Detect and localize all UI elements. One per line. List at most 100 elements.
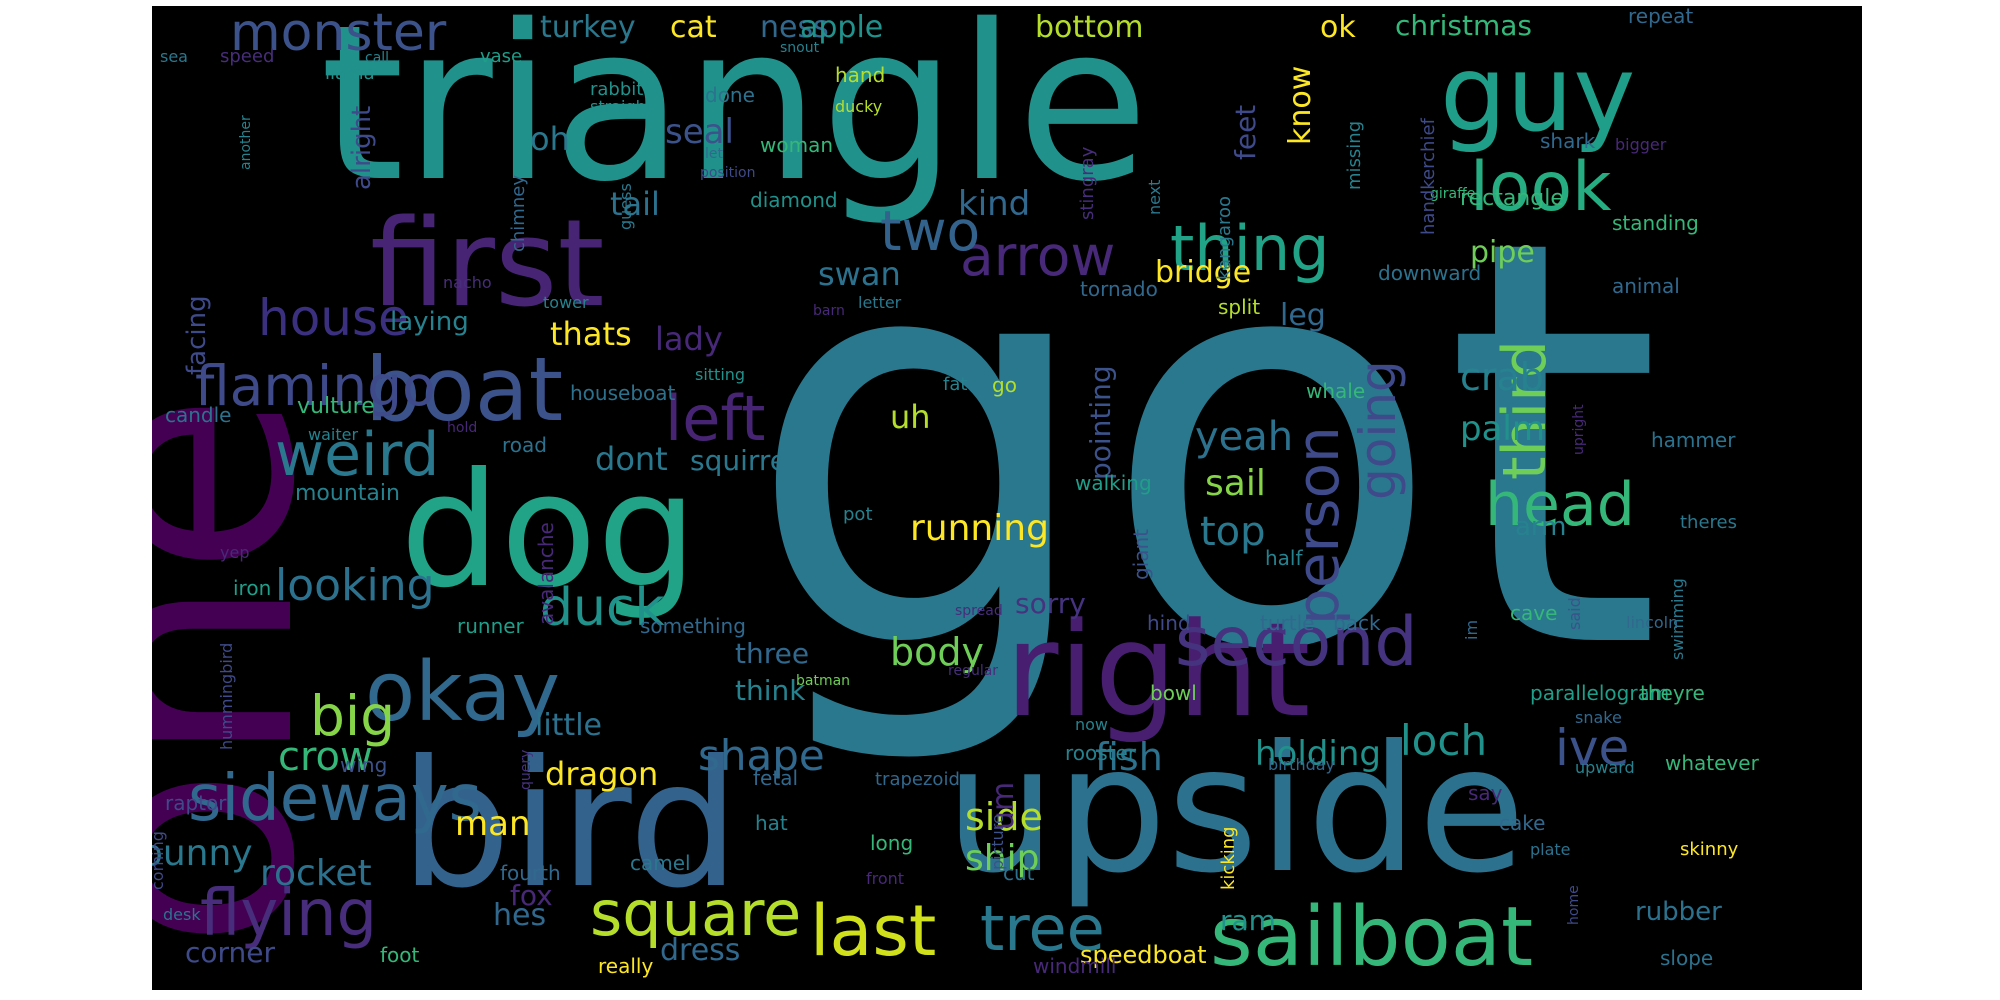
cloud-word-flying: flying bbox=[200, 877, 377, 951]
cloud-word-handkerchief: handkerchief bbox=[1418, 117, 1439, 235]
cloud-word-pointing: pointing bbox=[1084, 365, 1117, 480]
cloud-word-wing: wing bbox=[340, 753, 387, 777]
cloud-word-let: let bbox=[705, 146, 724, 162]
cloud-word-facing: facing bbox=[182, 295, 212, 375]
cloud-word-arrow: arrow bbox=[960, 224, 1115, 288]
cloud-word-know: know bbox=[1283, 66, 1318, 145]
cloud-word-got: got bbox=[745, 121, 1663, 773]
cloud-word-thing: thing bbox=[1170, 212, 1329, 285]
cloud-word-back: back bbox=[1333, 611, 1381, 635]
cloud-word-hind: hind bbox=[1147, 611, 1191, 635]
cloud-word-flamingo: flamingo bbox=[195, 354, 436, 418]
cloud-word-alright: alright bbox=[347, 106, 377, 190]
cloud-word-mountain: mountain bbox=[295, 481, 400, 506]
cloud-word-home: home bbox=[1566, 885, 1582, 925]
cloud-word-fat: fat bbox=[943, 374, 967, 395]
cloud-word-bottom: bottom bbox=[1035, 10, 1144, 45]
cloud-word-upside: upside bbox=[945, 709, 1526, 912]
word-cloud-canvas: got one triangle upside bird dog first right guy… bbox=[152, 6, 1862, 990]
cloud-word-tail: tail bbox=[610, 185, 660, 223]
cloud-word-kangaroo: kangaroo bbox=[1214, 196, 1235, 280]
cloud-word-standing: standing bbox=[1612, 211, 1699, 235]
cloud-word-go: go bbox=[992, 373, 1017, 397]
cloud-word-cat: cat bbox=[670, 10, 717, 45]
cloud-word-another: another bbox=[238, 115, 254, 170]
cloud-word-bowl: bowl bbox=[1150, 681, 1197, 705]
cloud-background bbox=[152, 6, 1862, 990]
cloud-word-guy: guy bbox=[1440, 33, 1635, 155]
cloud-word-diamond: diamond bbox=[750, 188, 838, 212]
cloud-word-fox: fox bbox=[510, 879, 553, 912]
cloud-word-query: query bbox=[518, 750, 534, 790]
cloud-word-thats: thats bbox=[550, 315, 632, 353]
cloud-word-whatever: whatever bbox=[1665, 751, 1760, 775]
cloud-word-dog: dog bbox=[400, 439, 697, 623]
cloud-word-nacho: nacho bbox=[443, 273, 492, 292]
cloud-word-rubber: rubber bbox=[1635, 897, 1722, 927]
cloud-word-road: road bbox=[502, 433, 547, 457]
cloud-word-left: left bbox=[665, 382, 765, 455]
cloud-word-split: split bbox=[1218, 295, 1260, 319]
cloud-word-rabbit: rabbit bbox=[590, 79, 643, 100]
cloud-word-second: second bbox=[1175, 603, 1418, 682]
cloud-word-dress: dress bbox=[660, 933, 740, 968]
cloud-word-apple: apple bbox=[800, 10, 883, 45]
cloud-word-pot: pot bbox=[843, 504, 873, 525]
cloud-word-body: body bbox=[890, 630, 984, 674]
cloud-word-theyre: theyre bbox=[1640, 681, 1705, 705]
cloud-word-next: next bbox=[1145, 180, 1164, 215]
cloud-word-runner: runner bbox=[457, 614, 525, 638]
cloud-word-hat: hat bbox=[755, 811, 788, 835]
cloud-word-feet: feet bbox=[1229, 105, 1262, 160]
cloud-word-first: first bbox=[370, 195, 605, 334]
cloud-word-hummingbird: hummingbird bbox=[217, 643, 236, 750]
cloud-word-rectangle: rectangle bbox=[1460, 186, 1564, 211]
cloud-word-fourth: fourth bbox=[500, 861, 561, 885]
cloud-word-repeat: repeat bbox=[1628, 6, 1693, 28]
cloud-word-tower: tower bbox=[543, 293, 589, 312]
cloud-word-um: um bbox=[986, 782, 1021, 830]
cloud-word-vulture: vulture bbox=[297, 394, 375, 419]
cloud-word-oh: oh bbox=[530, 120, 570, 158]
cloud-word-swimming: swimming bbox=[1668, 578, 1687, 660]
cloud-word-vase: vase bbox=[480, 46, 522, 67]
cloud-word-rooster: rooster bbox=[1065, 741, 1137, 765]
cloud-word-seal: seal bbox=[665, 112, 734, 152]
cloud-word-think: think bbox=[735, 674, 806, 707]
cloud-word-yep: yep bbox=[220, 543, 249, 562]
cloud-word-sorry: sorry bbox=[1015, 587, 1086, 620]
cloud-word-speed: speed bbox=[220, 46, 274, 67]
cloud-word-said: said bbox=[1565, 597, 1584, 630]
cloud-word-giraffe: giraffe bbox=[1430, 186, 1475, 202]
cloud-word-fetal: fetal bbox=[753, 766, 798, 790]
cloud-word-triangle: triangle bbox=[320, 6, 1149, 229]
cloud-word-houseboat: houseboat bbox=[570, 381, 676, 405]
cloud-word-regular: regular bbox=[948, 663, 998, 679]
cloud-word-llama: llama bbox=[325, 63, 375, 84]
cloud-word-bird: bird bbox=[400, 724, 740, 927]
cloud-word-crab: crab bbox=[1460, 355, 1544, 399]
cloud-word-monster: monster bbox=[230, 6, 447, 63]
cloud-word-rocket: rocket bbox=[260, 853, 372, 894]
cloud-word-front: front bbox=[866, 869, 904, 888]
cloud-word-long: long bbox=[870, 831, 913, 855]
cloud-word-upward: upward bbox=[1575, 758, 1635, 777]
cloud-word-shark: shark bbox=[1540, 129, 1596, 153]
cloud-word-side: side bbox=[965, 795, 1043, 839]
cloud-word-picture: picture bbox=[988, 814, 1007, 870]
cloud-word-person: person bbox=[1284, 426, 1352, 625]
cloud-word-missing: missing bbox=[1344, 121, 1365, 190]
cloud-word-arm: arm bbox=[1515, 512, 1567, 542]
cloud-word-third: third bbox=[1490, 340, 1560, 480]
cloud-word-now: now bbox=[1075, 715, 1108, 734]
cloud-word-right: right bbox=[1005, 594, 1310, 746]
cloud-word-slope: slope bbox=[1660, 946, 1713, 970]
cloud-word-lady: lady bbox=[655, 320, 723, 358]
cloud-word-guess: guess bbox=[616, 183, 635, 230]
cloud-word-laying: laying bbox=[390, 307, 469, 337]
cloud-word-spread: spread bbox=[955, 603, 1003, 619]
cloud-word-head: head bbox=[1485, 470, 1635, 540]
cloud-word-letter: letter bbox=[858, 293, 902, 312]
cloud-word-hand: hand bbox=[835, 63, 885, 87]
cloud-word-coming: coming bbox=[152, 831, 167, 890]
